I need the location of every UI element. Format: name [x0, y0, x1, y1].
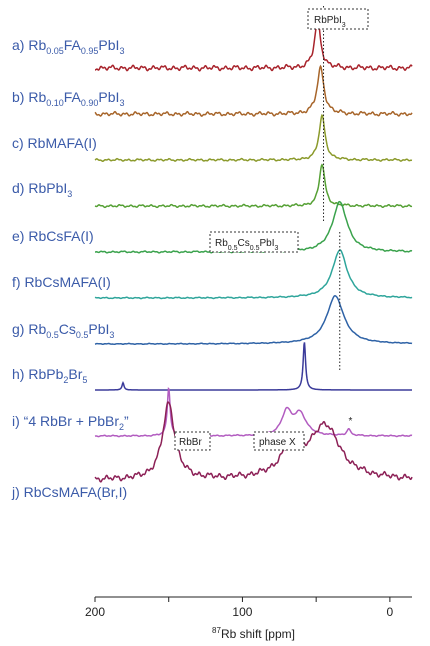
spectrum-label-h: h) RbPb2Br5 [12, 366, 87, 385]
spectrum-label-j: j) RbCsMAFA(Br,I) [11, 484, 127, 500]
spectrum-line-d [94, 163, 413, 209]
annotation-star: * [349, 416, 353, 427]
annotation-rbbr-box [174, 431, 211, 451]
annotation-phase-x: phase X [259, 437, 296, 448]
annotation-rbpbi3: RbPbI3 [314, 15, 346, 29]
spectrum-line-i [94, 387, 413, 438]
spectrum-label-i: i) “4 RbBr + PbBr2” [12, 413, 129, 432]
spectrum-label-c: c) RbMAFA(I) [12, 135, 97, 151]
x-tick-label: 0 [387, 605, 394, 619]
x-tick-label: 200 [85, 605, 105, 619]
spectrum-label-b: b) Rb0.10FA0.90PbI3 [12, 89, 124, 108]
spectrum-line-a [95, 17, 413, 72]
annotation-rb05cs05pbi3-box [209, 231, 299, 253]
spectrum-label-g: g) Rb0.5Cs0.5PbI3 [12, 321, 114, 340]
annotation-phase-x-box [253, 431, 305, 451]
spectrum-label-d: d) RbPbI3 [12, 180, 72, 199]
annotation-rbbr: RbBr [179, 437, 202, 448]
spectrum-label-a: a) Rb0.05FA0.95PbI3 [12, 37, 124, 56]
spectrum-label-e: e) RbCsFA(I) [12, 228, 94, 244]
x-tick-label: 100 [232, 605, 252, 619]
annotation-rb05cs05pbi3: Rb0.5Cs0.5PbI3 [215, 238, 279, 252]
spectrum-line-h [95, 342, 412, 391]
spectrum-line-g [94, 295, 413, 346]
x-axis-label: 87Rb shift [ppm] [212, 626, 295, 641]
annotation-rbpbi3-box [307, 8, 369, 30]
spectrum-line-j [94, 401, 413, 483]
spectrum-line-c [94, 113, 413, 162]
spectrum-label-f: f) RbCsMAFA(I) [12, 274, 111, 290]
spectrum-line-b [94, 64, 413, 117]
spectrum-line-f [94, 249, 413, 300]
